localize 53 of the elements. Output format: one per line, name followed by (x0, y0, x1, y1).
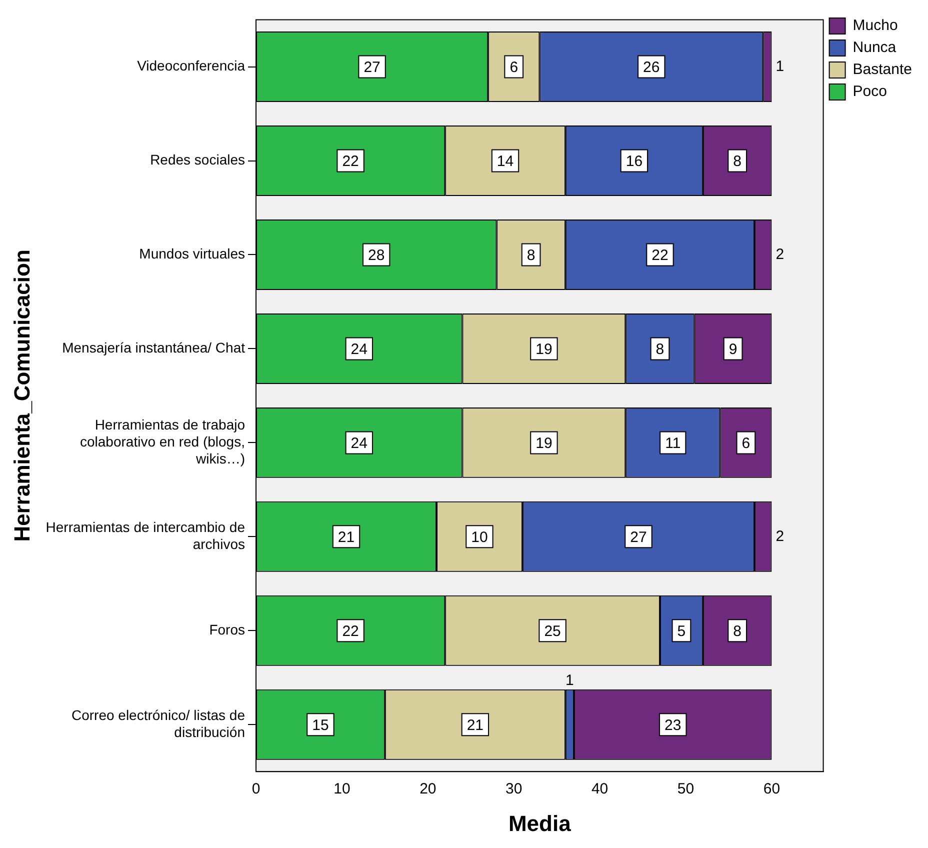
data-label: 14 (496, 152, 514, 170)
data-label: 22 (652, 246, 668, 264)
data-label: 1 (776, 58, 784, 75)
legend-label: Bastante (852, 61, 912, 78)
data-label: 5 (677, 622, 686, 640)
data-label: 1 (566, 672, 574, 690)
data-label: 2 (776, 528, 784, 545)
y-tick-label: Foros (209, 621, 245, 638)
y-tick-label: Correo electrónico/ listas de distribución (71, 707, 246, 740)
data-label: 23 (664, 716, 682, 734)
x-axis-title: Media (508, 810, 572, 836)
data-label: 8 (733, 152, 742, 170)
data-label: 24 (350, 340, 368, 358)
data-label: 8 (526, 246, 536, 264)
data-label: 22 (342, 152, 359, 170)
data-label: 9 (728, 340, 738, 358)
y-tick-label: Videoconferencia (137, 58, 246, 74)
data-label: 25 (544, 622, 561, 640)
data-label: 11 (665, 434, 681, 452)
data-label: 2 (776, 246, 784, 263)
x-tick-label: 10 (334, 780, 350, 798)
data-label: 27 (364, 58, 380, 76)
x-tick-label: 60 (763, 780, 780, 798)
data-label: 15 (312, 716, 329, 734)
data-label: 22 (342, 622, 359, 640)
data-label: 8 (733, 622, 742, 640)
legend-label: Poco (852, 83, 887, 100)
data-label: 6 (742, 434, 750, 452)
data-label: 10 (471, 528, 488, 546)
y-tick-label: Mundos virtuales (139, 246, 245, 262)
y-axis-title: Herramienta_Comunicacion (9, 250, 34, 542)
x-tick-label: 0 (252, 780, 260, 798)
y-tick-label: Herramientas de intercambio de archivos (46, 519, 246, 552)
y-tick-label: Redes sociales (150, 152, 245, 168)
legend-label: Mucho (852, 17, 898, 34)
data-label: 26 (643, 58, 660, 76)
data-label: 8 (656, 340, 664, 358)
data-label: 28 (368, 246, 385, 264)
x-tick-label: 20 (420, 780, 436, 798)
data-label: 19 (536, 340, 552, 358)
x-tick-label: 40 (591, 780, 608, 798)
legend-label: Nunca (852, 39, 897, 56)
data-label: 24 (350, 434, 368, 452)
x-tick-label: 50 (677, 780, 694, 798)
x-tick-label: 30 (506, 780, 522, 798)
data-label: 21 (338, 528, 355, 546)
data-label: 16 (626, 152, 643, 170)
y-tick-label: Herramientas de trabajo colaborativo en red (blogs, wikis…) (80, 416, 246, 466)
data-label: 19 (536, 434, 552, 452)
data-label: 21 (466, 716, 484, 734)
data-label: 6 (510, 58, 518, 76)
data-label: 27 (630, 528, 647, 546)
y-tick-label: Mensajería instantánea/ Chat (62, 340, 246, 356)
